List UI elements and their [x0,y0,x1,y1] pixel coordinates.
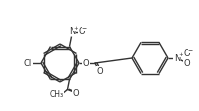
Text: +: + [73,26,79,31]
Text: N: N [69,27,76,36]
Text: O: O [72,89,79,98]
Text: O: O [97,66,103,75]
Text: O: O [78,27,85,36]
Text: O: O [184,58,190,67]
Text: O: O [184,49,190,57]
Text: CH₃: CH₃ [49,90,63,99]
Text: +: + [178,52,183,57]
Text: −: − [82,26,87,31]
Text: Cl: Cl [24,58,32,67]
Text: O: O [83,58,89,67]
Text: N: N [174,54,180,62]
Text: −: − [188,48,193,53]
